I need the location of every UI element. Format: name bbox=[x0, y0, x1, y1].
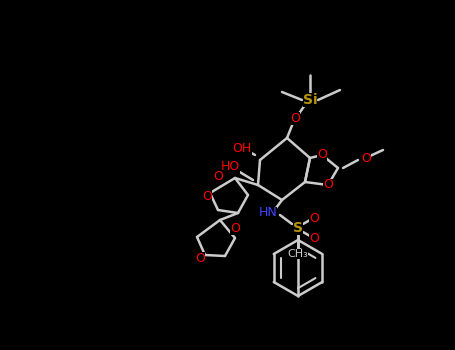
Text: CH₃: CH₃ bbox=[288, 249, 308, 259]
Text: O: O bbox=[213, 169, 223, 182]
Text: O: O bbox=[361, 152, 371, 164]
Text: O: O bbox=[230, 222, 240, 235]
Text: HO: HO bbox=[220, 161, 240, 174]
Text: O: O bbox=[290, 112, 300, 125]
Text: O: O bbox=[309, 231, 319, 245]
Text: O: O bbox=[317, 148, 327, 161]
Text: O: O bbox=[202, 189, 212, 203]
Text: O: O bbox=[309, 211, 319, 224]
Text: HN: HN bbox=[258, 206, 278, 219]
Text: O: O bbox=[195, 252, 205, 265]
Text: Si: Si bbox=[303, 93, 317, 107]
Text: O: O bbox=[323, 178, 333, 191]
Text: OH: OH bbox=[233, 141, 252, 154]
Text: S: S bbox=[293, 221, 303, 235]
